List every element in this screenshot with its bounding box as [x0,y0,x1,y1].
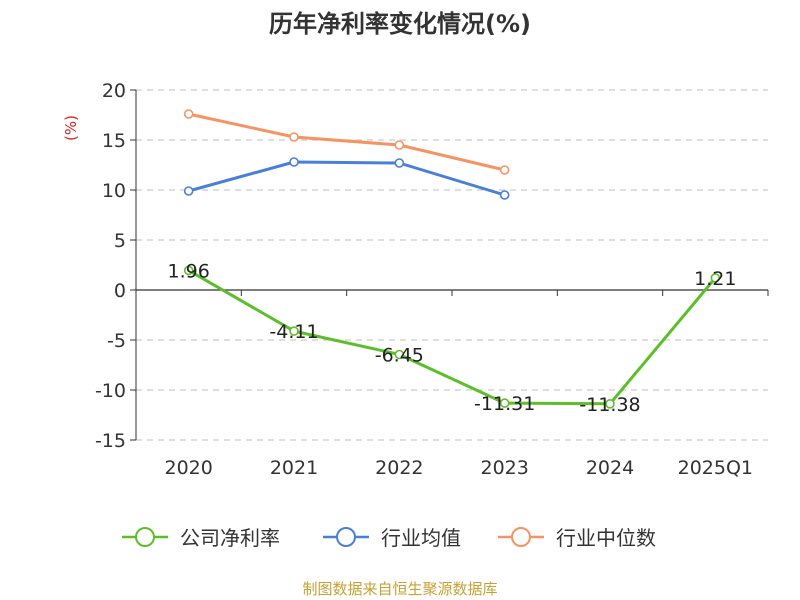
data-point[interactable] [499,398,510,408]
data-label: -4.11 [269,321,318,343]
data-point[interactable] [183,186,194,196]
legend[interactable]: 公司净利率 行业均值 行业中位数 [122,526,656,550]
data-labels: 1.96 -4.11 -6.45 -11.31 -11.38 1.21 [168,260,737,415]
data-point[interactable] [183,109,194,119]
data-label: -11.38 [579,394,640,416]
series-line [187,269,717,406]
x-tick-label: 2023 [480,457,528,479]
data-point[interactable] [289,132,299,142]
x-tick-label: 2025Q1 [678,457,753,479]
x-tick-label: 2022 [375,457,423,479]
data-label: -11.31 [474,393,535,415]
data-point[interactable] [710,273,721,283]
legend-item[interactable]: 公司净利率 [122,526,280,550]
legend-marker-icon [135,527,155,547]
source-note: 制图数据来自恒生聚源数据库 [302,580,497,598]
axes: 20 15 10 5 0 -5 -10 -15 2020 2021 2022 2023 2024 2025… [95,80,769,479]
y-tick-label: -15 [95,430,126,452]
legend-item[interactable]: 行业中位数 [498,526,656,550]
series-0 [183,265,721,409]
y-tick-label: 0 [114,280,126,302]
y-tick-label: 10 [102,180,126,202]
x-tick-label: 2021 [270,457,318,479]
y-tick-label: 15 [102,130,126,152]
data-point[interactable] [605,398,615,409]
legend-label: 行业中位数 [556,526,656,550]
legend-marker-icon [511,527,531,547]
legend-marker-icon [336,527,356,547]
y-tick-label: -5 [107,330,126,352]
data-point[interactable] [394,158,405,168]
series-line [188,112,506,172]
data-label: 1.21 [694,268,736,290]
legend-label: 行业均值 [381,526,461,550]
series-lines [183,109,721,409]
legend-label: 公司净利率 [180,526,280,550]
data-point[interactable] [499,190,510,200]
data-point[interactable] [289,326,299,336]
x-tick-label: 2020 [164,457,212,479]
data-label: 1.96 [168,260,210,282]
chart-title: 历年净利率变化情况(%) [269,10,531,38]
series-line [188,160,506,197]
series-1 [183,157,510,200]
data-point[interactable] [499,165,510,175]
data-point[interactable] [183,265,194,276]
data-point[interactable] [394,349,405,360]
y-axis-label: (%) [62,115,80,141]
series-2 [183,109,510,175]
x-tick-label: 2024 [586,457,634,479]
legend-item[interactable]: 行业均值 [323,526,461,550]
data-point[interactable] [394,140,405,150]
grid-lines [136,89,768,441]
y-tick-label: 20 [102,80,126,102]
data-label: -6.45 [375,345,424,367]
y-tick-label: -10 [95,380,126,402]
y-tick-label: 5 [114,230,126,252]
data-point[interactable] [289,157,299,167]
